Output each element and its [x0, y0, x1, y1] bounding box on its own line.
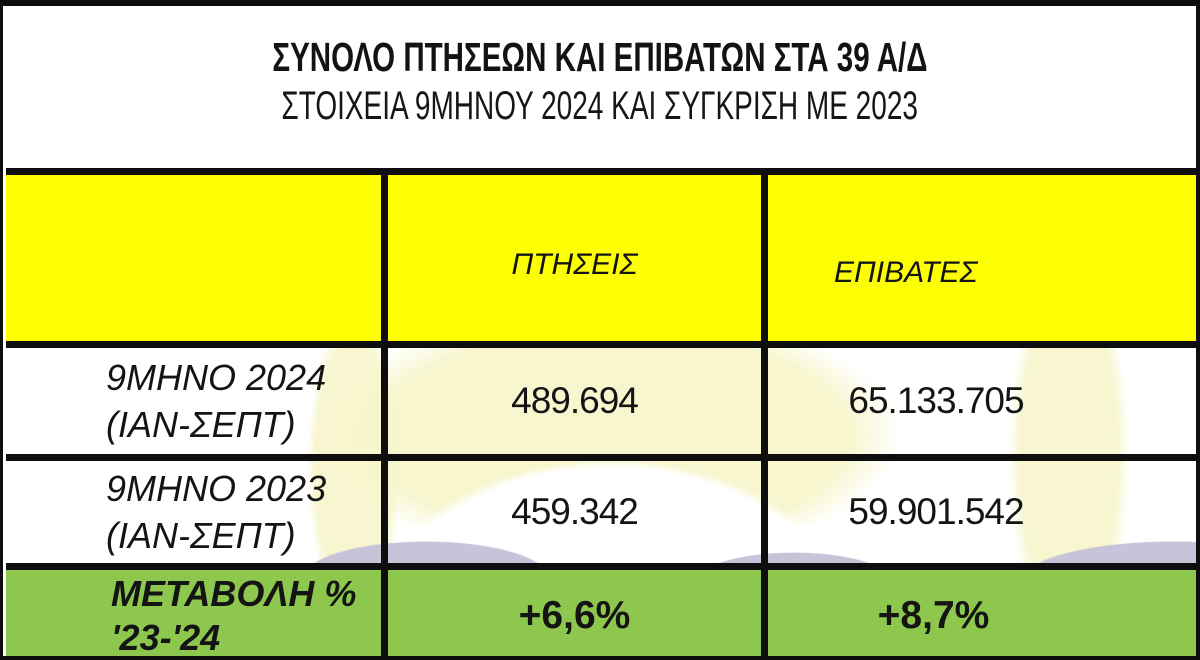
- flights-passengers-table: ΠΤΗΣΕΙΣ ΕΠΙΒΑΤΕΣ 9ΜΗΝΟ 2024 (ΙΑΝ-ΣΕΠΤ) 4…: [6, 168, 1196, 658]
- row-2024-passengers-cell: 65.133.705: [768, 348, 1196, 461]
- change-row-label-line1: ΜΕΤΑΒΟΛΗ %: [111, 573, 357, 614]
- page-title: ΣΥΝΟΛΟ ΠΤΗΣΕΩΝ ΚΑΙ ΕΠΙΒΑΤΩΝ ΣΤΑ 39 Α/Δ: [271, 34, 928, 80]
- change-row-label-line2: '23-'24: [111, 617, 221, 658]
- header-cell-passengers: ΕΠΙΒΑΤΕΣ: [768, 175, 1196, 348]
- header-cell-empty: [6, 175, 388, 348]
- header-cell-flights: ΠΤΗΣΕΙΣ: [388, 175, 768, 348]
- passengers-column-header: ΕΠΙΒΑΤΕΣ: [834, 256, 978, 289]
- row-2023-passengers-cell: 59.901.542: [768, 461, 1196, 570]
- flights-column-header: ΠΤΗΣΕΙΣ: [511, 248, 638, 281]
- row-2024-label-line2: (ΙΑΝ-ΣΕΠΤ): [106, 404, 296, 445]
- passengers-change-value: +8,7%: [877, 594, 990, 637]
- change-passengers-cell: +8,7%: [768, 570, 1196, 656]
- row-2023-label-cell: 9ΜΗΝΟ 2023 (ΙΑΝ-ΣΕΠΤ): [6, 461, 388, 570]
- flights-2024-value: 489.694: [511, 380, 639, 421]
- page-subtitle: ΣΤΟΙΧΕΙΑ 9ΜΗΝΟΥ 2024 ΚΑΙ ΣΥΓΚΡΙΣΗ ΜΕ 202…: [281, 84, 918, 128]
- passengers-2024-value: 65.133.705: [848, 380, 1024, 421]
- row-2023-label-line2: (ΙΑΝ-ΣΕΠΤ): [106, 515, 296, 556]
- flights-2023-value: 459.342: [511, 491, 639, 532]
- flights-change-value: +6,6%: [518, 594, 631, 637]
- row-2023-label-line1: 9ΜΗΝΟ 2023: [106, 468, 327, 509]
- row-2024-label-line1: 9ΜΗΝΟ 2024: [106, 357, 327, 398]
- row-2024-label-cell: 9ΜΗΝΟ 2024 (ΙΑΝ-ΣΕΠΤ): [6, 348, 388, 461]
- page-title-block: ΣΥΝΟΛΟ ΠΤΗΣΕΩΝ ΚΑΙ ΕΠΙΒΑΤΩΝ ΣΤΑ 39 Α/Δ Σ…: [3, 6, 1196, 162]
- row-2024-flights-cell: 489.694: [388, 348, 768, 461]
- change-flights-cell: +6,6%: [388, 570, 768, 656]
- row-2023-flights-cell: 459.342: [388, 461, 768, 570]
- passengers-2023-value: 59.901.542: [848, 491, 1024, 532]
- change-row-label-cell: ΜΕΤΑΒΟΛΗ % '23-'24: [6, 570, 388, 658]
